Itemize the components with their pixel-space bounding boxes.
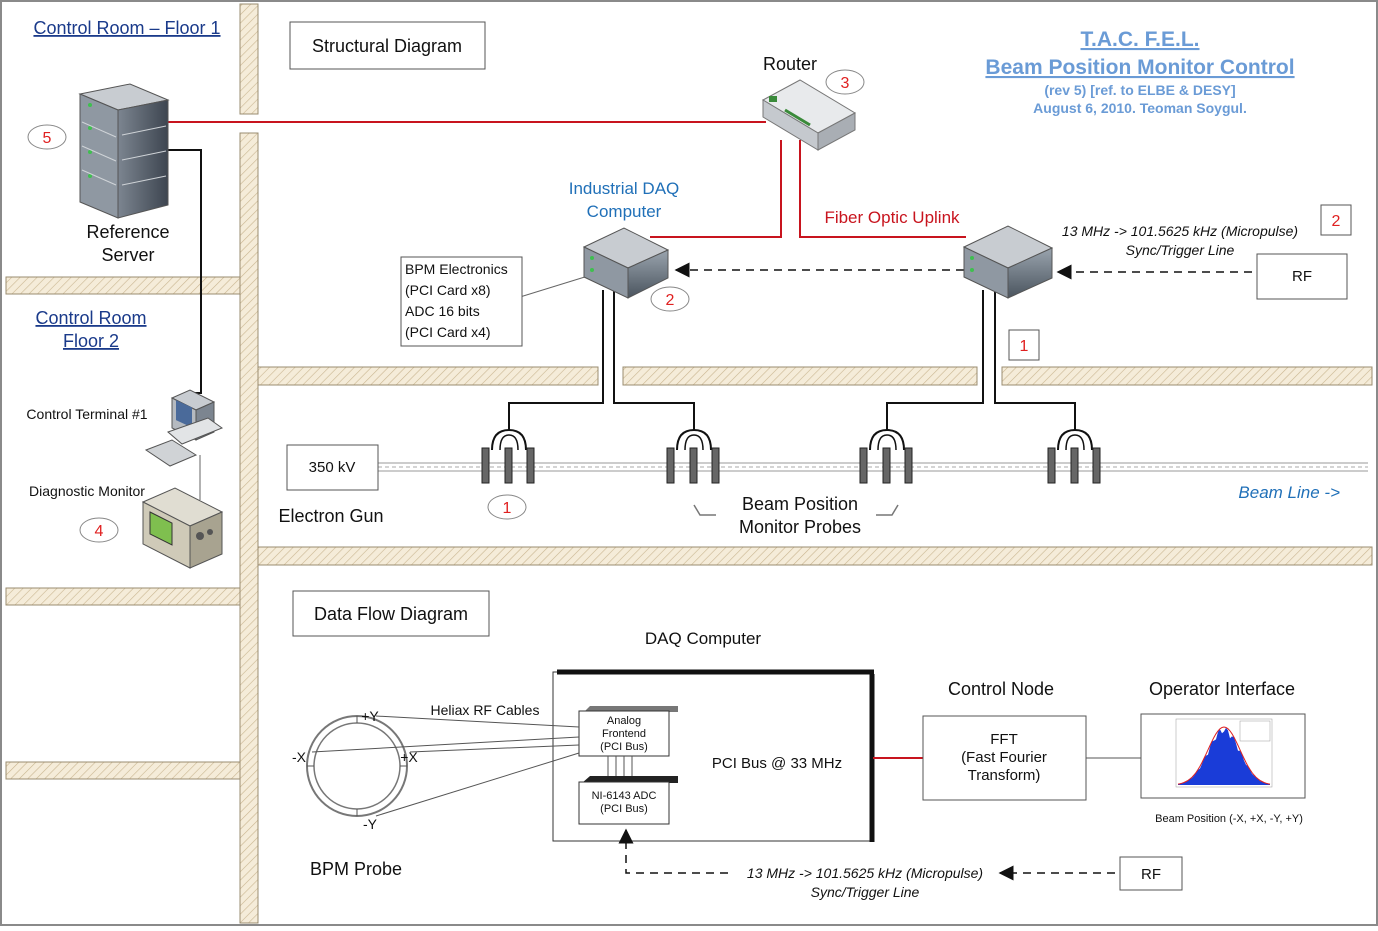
marker-server: 5 (43, 130, 52, 147)
server-label-line2: Server (101, 245, 154, 265)
bpm-electronics-callout (400, 256, 523, 347)
analog-line1: Analog (607, 715, 641, 727)
axis-plus-y: +Y (361, 708, 379, 724)
room-floor1-label: Control Room – Floor 1 (33, 18, 220, 38)
dataflow-label-box (292, 590, 490, 637)
analog-line2: Frontend (602, 728, 646, 740)
axis-minus-y: -Y (363, 816, 378, 832)
diagnostic-monitor-label: Diagnostic Monitor (29, 483, 145, 499)
control-node-title: Control Node (948, 679, 1054, 699)
control-terminal-label: Control Terminal #1 (26, 406, 147, 422)
fiber-uplink-label: Fiber Optic Uplink (824, 208, 960, 227)
sync-line-label-1: 13 MHz -> 101.5625 kHz (Micropulse) (1062, 223, 1298, 239)
marker-monitor: 4 (95, 523, 104, 540)
bottom-sync-label-2: Sync/Trigger Line (811, 884, 920, 900)
bottom-rf-label: RF (1141, 866, 1161, 883)
sync-line-label-2: Sync/Trigger Line (1126, 242, 1235, 258)
bpm-callout-line4: (PCI Card x4) (405, 324, 491, 340)
control-terminal-icon (144, 389, 224, 467)
bpm-probe-label: BPM Probe (310, 859, 402, 879)
fft-line3: Transform) (968, 767, 1041, 784)
daq-label-line2: Computer (587, 202, 662, 221)
axis-minus-x: -X (292, 749, 307, 765)
marker-probe: 1 (503, 500, 512, 517)
marker-daq: 2 (666, 292, 675, 309)
probes-label-line2: Monitor Probes (739, 517, 861, 537)
router-label: Router (763, 54, 817, 74)
structural-label-box (289, 21, 486, 70)
adc-line2: (PCI Bus) (600, 803, 648, 815)
daq-label-line1: Industrial DAQ (569, 179, 680, 198)
analog-line3: (PCI Bus) (600, 741, 648, 753)
beam-line-label: Beam Line -> (1238, 483, 1340, 502)
operator-interface-title: Operator Interface (1149, 679, 1295, 699)
bpm-callout-line2: (PCI Card x8) (405, 282, 491, 298)
title-line1: T.A.C. F.E.L. (1080, 28, 1199, 51)
adc-card (578, 776, 678, 825)
router-icon (761, 79, 857, 151)
internal-bus-lines (607, 756, 633, 778)
daq-computer-title: DAQ Computer (645, 629, 762, 648)
title-line2: Beam Position Monitor Control (985, 56, 1294, 79)
server-rack-icon (78, 83, 170, 219)
fft-box (922, 715, 1087, 801)
heliax-cables (311, 715, 580, 817)
server-label-line1: Reference (86, 222, 169, 242)
analog-frontend-card (578, 706, 678, 757)
building-walls (5, 3, 1373, 924)
bottom-rf-box (1119, 856, 1183, 891)
bpm-probe-circle (306, 715, 408, 817)
marker-square-2-text: 2 (1332, 213, 1341, 230)
fft-line2: (Fast Fourier (961, 749, 1047, 766)
operator-histogram-thumbnail (1140, 713, 1306, 799)
title-block: T.A.C. F.E.L. Beam Position Monitor Cont… (985, 28, 1294, 116)
marker-router: 3 (841, 75, 850, 92)
heliax-label: Heliax RF Cables (431, 702, 540, 718)
electron-gun-box (286, 444, 379, 491)
bpm-callout-line1: BPM Electronics (405, 261, 508, 277)
electron-gun-label: Electron Gun (278, 506, 383, 526)
marker-square-2 (1320, 204, 1352, 236)
bottom-trigger-adc (618, 828, 728, 874)
fft-line1: FFT (990, 731, 1018, 748)
uplink-computer-icon (962, 225, 1054, 299)
room-floor2-label-line1: Control Room (35, 308, 146, 328)
adc-line1: NI-6143 ADC (592, 790, 657, 802)
rf-source-label: RF (1292, 268, 1312, 285)
structural-label: Structural Diagram (312, 36, 462, 56)
title-line4: August 6, 2010. Teoman Soygul. (1033, 100, 1247, 116)
room-floor2-label-line2: Floor 2 (63, 331, 119, 351)
pci-bus-label: PCI Bus @ 33 MHz (712, 755, 842, 772)
rf-source-box (1256, 253, 1348, 300)
daq-computer-icon (582, 227, 670, 299)
diagnostic-monitor-icon (141, 487, 224, 569)
dataflow-label: Data Flow Diagram (314, 604, 468, 624)
marker-square-1-text: 1 (1020, 338, 1029, 355)
probes-label-line1: Beam Position (742, 494, 858, 514)
beam-position-label: Beam Position (-X, +X, -Y, +Y) (1155, 813, 1303, 825)
bpm-probe-stations (481, 428, 1101, 516)
axis-plus-x: +X (400, 749, 418, 765)
marker-square-1 (1008, 329, 1040, 361)
bottom-sync-label-1: 13 MHz -> 101.5625 kHz (Micropulse) (747, 865, 983, 881)
electron-gun-voltage: 350 kV (309, 459, 356, 476)
beam-pipe (378, 462, 1368, 472)
title-line3: (rev 5) [ref. to ELBE & DESY] (1044, 82, 1235, 98)
probe-cables (508, 290, 1076, 430)
bpm-callout-line3: ADC 16 bits (405, 303, 480, 319)
